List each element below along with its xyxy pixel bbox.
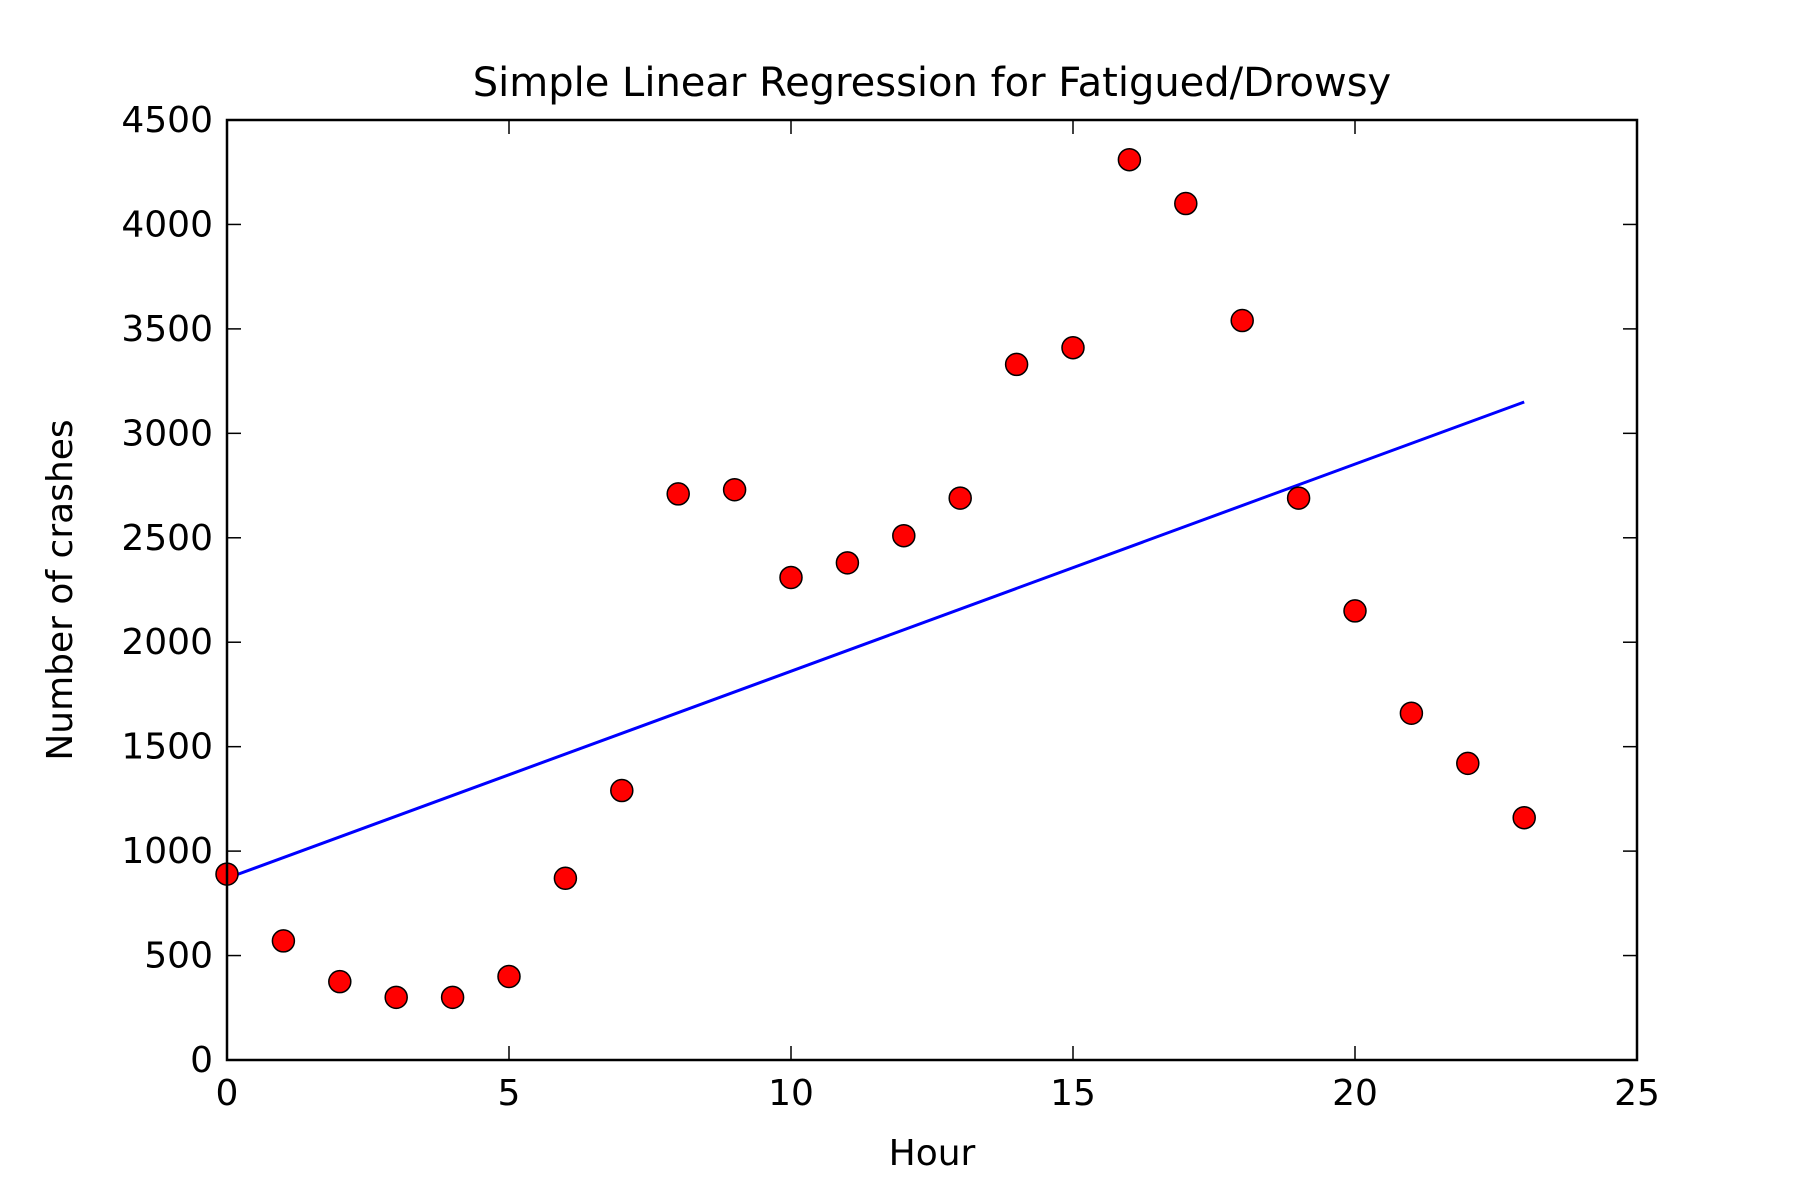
y-axis-label: Number of crashes [40, 419, 81, 760]
x-tick-label: 15 [1050, 1073, 1096, 1114]
plot-frame [225, 118, 1639, 1062]
data-point [1004, 352, 1029, 377]
data-point [1061, 335, 1085, 360]
data-point [328, 969, 352, 994]
x-tick-label: 25 [1614, 1073, 1660, 1114]
chart-title: Simple Linear Regression for Fatigued/Dr… [473, 60, 1391, 106]
regression-line [226, 400, 1525, 880]
data-point [553, 866, 578, 891]
data-point [440, 985, 465, 1010]
data-point [666, 482, 690, 506]
data-point [1174, 191, 1198, 216]
data-point [1286, 486, 1311, 510]
y-tick-label: 3000 [121, 413, 213, 454]
data-point [610, 778, 634, 803]
data-point [384, 985, 408, 1010]
y-tick-label: 3500 [121, 309, 213, 350]
y-tick-label: 0 [190, 1040, 213, 1081]
regression-line-layer [226, 400, 1525, 880]
axis-ticks: 0 5 10 15 20 25 0 500 1000 1500 2000 2500 3000 3500 40… [121, 100, 1660, 1114]
data-point [1512, 805, 1536, 830]
data-point [1456, 751, 1480, 776]
x-axis-label: Hour [889, 1133, 976, 1174]
y-tick-label: 2500 [121, 518, 213, 559]
x-tick-label: 0 [216, 1073, 239, 1114]
data-point [1399, 701, 1424, 725]
data-point [835, 551, 860, 575]
x-tick-label: 20 [1332, 1073, 1378, 1114]
data-point [271, 929, 296, 953]
y-tick-label: 500 [144, 936, 213, 977]
data-point [1230, 308, 1254, 333]
y-tick-label: 1500 [121, 727, 213, 768]
x-tick-label: 5 [498, 1073, 521, 1114]
data-point [948, 486, 972, 510]
data-point [1343, 599, 1367, 623]
data-point [1117, 147, 1142, 172]
y-tick-label: 2000 [121, 622, 213, 663]
data-point [779, 565, 803, 590]
data-point [892, 523, 916, 548]
y-tick-label: 1000 [121, 831, 213, 872]
x-tick-label: 10 [768, 1073, 814, 1114]
data-points [215, 147, 1536, 1010]
data-point [722, 477, 747, 502]
y-tick-label: 4500 [121, 100, 213, 141]
y-tick-label: 4000 [121, 204, 213, 245]
data-point [497, 964, 521, 989]
